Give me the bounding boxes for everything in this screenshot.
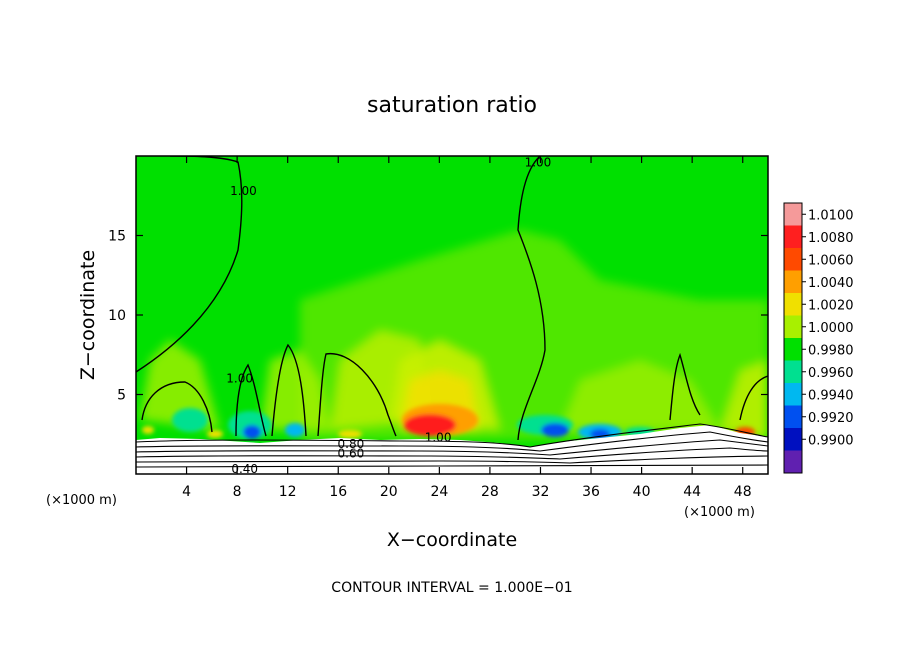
colorbar-label: 1.0060 [808,253,854,268]
x-axis-title: X−coordinate [387,529,517,551]
contour-label: 1.00 [525,155,552,169]
contour-label: 1.00 [226,372,253,386]
contour-label: 0.40 [231,462,258,476]
contour-lines [136,156,768,441]
colorbar-swatch [784,428,802,451]
x-tick-label: 44 [683,484,701,500]
x-tick-label: 48 [734,484,752,500]
chart-title: saturation ratio [367,93,537,118]
colorbar-swatch [784,248,802,271]
colorbar-swatch [784,270,802,294]
x-tick-label: 28 [481,484,499,500]
x-tick-label: 16 [329,484,347,500]
x-tick-label: 4 [182,484,191,500]
contour-label: 1.00 [425,430,452,444]
colorbar-swatch [784,315,802,339]
colorbar-swatch [784,360,802,384]
colorbar-label: 0.9900 [808,433,854,448]
colorbar-swatch [784,225,802,249]
colorbar-swatch [784,338,802,361]
colorbar-swatch [784,450,802,474]
colorbar-label: 0.9940 [808,388,854,403]
x-tick-label: 24 [430,484,448,500]
colorbar: 1.0100 1.0080 1.0060 1.0040 1.0020 1.0000 0.99… [783,202,854,474]
plot-area [136,156,768,474]
colorbar-label: 1.0100 [808,208,854,223]
colorbar-swatch [784,405,802,429]
colorbar-label: 1.0020 [808,298,854,313]
x-tick-label: 32 [532,484,550,500]
x-tick-label: 36 [582,484,600,500]
y-tick-label: 15 [108,229,126,245]
x-axis-unit: (×1000 m) [46,493,117,508]
contour-interval-footer: CONTOUR INTERVAL = 1.000E−01 [331,580,572,596]
x-tick-label: 20 [380,484,398,500]
colorbar-swatch [784,203,802,226]
colorbar-frame [783,202,803,474]
colorbar-label: 0.9960 [808,366,854,381]
y-tick-label: 5 [117,388,126,404]
colorbar-label: 0.9980 [808,343,854,358]
x-axis-unit-right: (×1000 m) [684,505,755,520]
y-axis-title: Z−coordinate [77,250,99,380]
contour-label: 0.80 [338,437,365,451]
y-ticks: 5 10 15 [108,229,768,404]
contour-label: 1.00 [230,184,257,198]
field-features [142,404,755,440]
colorbar-swatch [784,293,802,316]
x-tick-label: 12 [279,484,297,500]
contour-label: 0.60 [338,446,365,460]
terrain-contours [136,423,768,468]
colorbar-label: 1.0040 [808,276,854,291]
contour-label-layer: 1.00 1.00 1.00 1.00 0.800.60 0.40 [226,155,551,476]
colorbar-label: 0.9920 [808,411,854,426]
x-ticks: 4 8 12 16 20 24 28 32 36 40 44 48 [182,156,752,500]
colorbar-label: 1.0000 [808,321,854,336]
x-tick-label: 8 [233,484,242,500]
colorbar-swatch [784,383,802,406]
x-tick-label: 40 [633,484,651,500]
colorbar-label: 1.0080 [808,231,854,246]
y-tick-label: 10 [108,308,126,324]
